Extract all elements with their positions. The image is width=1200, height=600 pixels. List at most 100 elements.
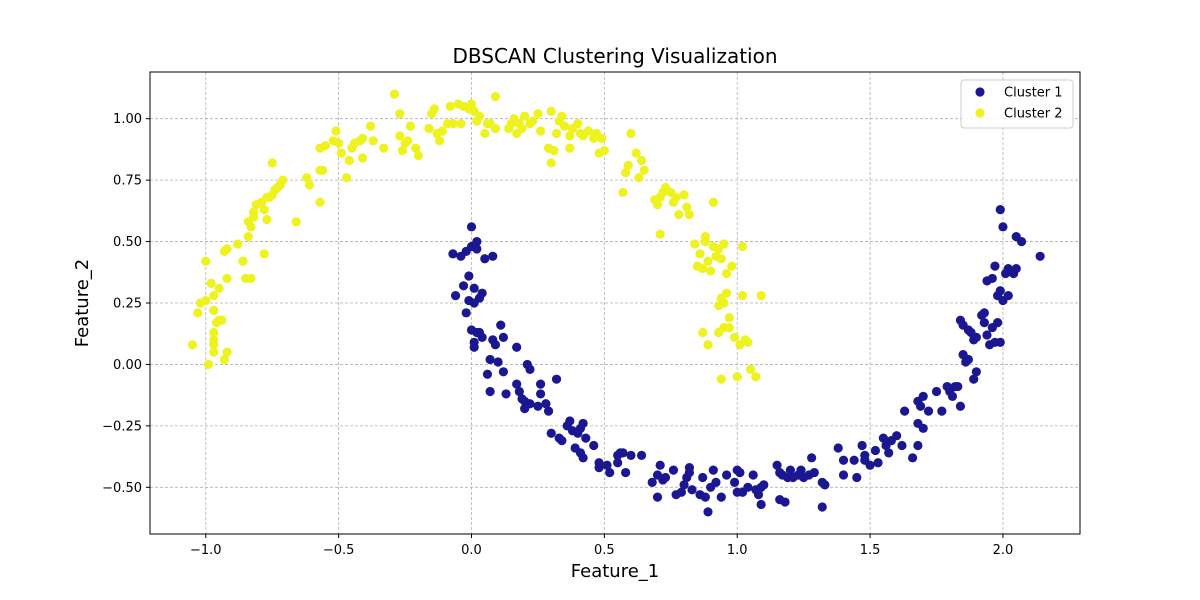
cluster-2-point xyxy=(517,123,527,134)
cluster-1-point xyxy=(1016,236,1027,247)
cluster-2-point xyxy=(698,263,708,274)
cluster-1-point xyxy=(756,499,766,510)
cluster-1-point xyxy=(448,249,458,259)
cluster-2-point xyxy=(671,192,681,202)
cluster-1-point xyxy=(884,448,894,458)
cluster-2-point xyxy=(674,209,684,220)
cluster-2-point xyxy=(243,232,253,242)
cluster-2-point xyxy=(278,175,288,185)
cluster-2-point xyxy=(536,126,546,136)
cluster-1-point xyxy=(594,463,604,473)
legend: Cluster 1 Cluster 2 xyxy=(960,79,1074,129)
cluster-2-point xyxy=(719,298,729,308)
cluster-2-point xyxy=(724,313,734,323)
cluster-1-point xyxy=(729,477,740,487)
cluster-1-point xyxy=(557,436,567,446)
cluster-1-point xyxy=(565,416,575,426)
cluster-1-point xyxy=(963,354,974,365)
cluster-2-point xyxy=(259,205,269,215)
cluster-1-point xyxy=(676,487,687,497)
cluster-1-point xyxy=(458,281,469,291)
cluster-2-point xyxy=(222,273,232,284)
cluster-1-point xyxy=(602,460,612,470)
cluster-1-point xyxy=(870,445,881,456)
cluster-2-point xyxy=(262,214,272,225)
cluster-2-point xyxy=(331,126,341,136)
cluster-1-point xyxy=(700,492,710,502)
cluster-2-point xyxy=(203,359,214,370)
cluster-2-point xyxy=(690,239,700,249)
y-tick-label: −0.50 xyxy=(102,481,142,496)
cluster-1-point xyxy=(698,472,708,483)
cluster-1-point xyxy=(472,244,482,254)
cluster-2-point xyxy=(357,133,368,143)
cluster-2-point xyxy=(583,126,594,136)
cluster-2-point xyxy=(448,119,458,129)
cluster-1-point xyxy=(687,485,697,495)
cluster-1-point xyxy=(490,340,501,350)
cluster-1-point xyxy=(589,440,599,451)
cluster-2-point xyxy=(745,364,756,374)
cluster-1-point xyxy=(873,458,883,468)
cluster-2-point xyxy=(304,180,315,190)
cluster-1-point xyxy=(668,465,679,475)
cluster-2-point xyxy=(209,291,219,301)
legend-label-cluster-1: Cluster 1 xyxy=(1004,86,1063,101)
cluster-2-point xyxy=(684,209,695,220)
cluster-2-point xyxy=(695,249,705,259)
cluster-2-point xyxy=(727,261,737,271)
scatter-points xyxy=(187,89,1045,517)
cluster-1-point xyxy=(918,391,928,401)
cluster-2-point xyxy=(706,266,716,276)
y-axis-label: Feature_2 xyxy=(72,259,93,347)
cluster-2-point xyxy=(533,109,543,119)
cluster-2-point xyxy=(597,133,607,143)
cluster-2-point xyxy=(246,222,256,232)
cluster-2-point xyxy=(490,123,501,134)
cluster-1-point xyxy=(711,477,721,487)
cluster-2-point xyxy=(722,288,732,298)
cluster-2-point xyxy=(480,128,490,139)
cluster-2-point xyxy=(751,372,761,382)
cluster-2-point xyxy=(187,340,198,350)
cluster-1-point xyxy=(947,391,958,401)
cluster-1-point xyxy=(995,286,1005,296)
cluster-1-point xyxy=(995,337,1005,347)
cluster-2-point xyxy=(466,99,477,109)
cluster-2-point xyxy=(573,119,583,129)
cluster-1-point xyxy=(498,332,508,343)
cluster-2-point xyxy=(435,136,445,146)
cluster-1-point xyxy=(543,406,554,416)
cluster-1-point xyxy=(900,406,910,416)
legend-label-cluster-2: Cluster 2 xyxy=(1004,107,1063,122)
cluster-1-point xyxy=(493,357,503,367)
cluster-2-point xyxy=(716,254,726,264)
cluster-1-point xyxy=(655,460,665,470)
cluster-2-point xyxy=(437,126,447,136)
cluster-1-point xyxy=(971,367,981,377)
cluster-2-point xyxy=(618,187,628,198)
cluster-1-point xyxy=(469,342,479,352)
cluster-1-point xyxy=(817,502,827,512)
cluster-1-point xyxy=(990,261,1000,271)
cluster-1-point xyxy=(581,433,591,443)
cluster-1-point xyxy=(785,465,795,475)
cluster-1-point xyxy=(759,480,769,490)
cluster-2-point xyxy=(698,327,708,338)
cluster-1-point xyxy=(501,389,511,399)
cluster-2-point xyxy=(342,173,352,183)
cluster-2-point xyxy=(549,146,559,156)
cluster-1-point xyxy=(937,406,947,416)
cluster-2-point xyxy=(528,116,538,126)
x-tick-label: −1.0 xyxy=(190,543,222,558)
cluster-1-point xyxy=(953,381,963,392)
cluster-2-point xyxy=(737,291,748,301)
cluster-1-point xyxy=(735,467,745,478)
cluster-1-point xyxy=(915,401,926,411)
cluster-1-point xyxy=(469,283,479,293)
cluster-1-point xyxy=(908,453,918,463)
cluster-1-point xyxy=(496,320,506,330)
cluster-2-point xyxy=(737,241,748,252)
cluster-2-point xyxy=(703,340,713,350)
cluster-2-point xyxy=(302,173,312,183)
